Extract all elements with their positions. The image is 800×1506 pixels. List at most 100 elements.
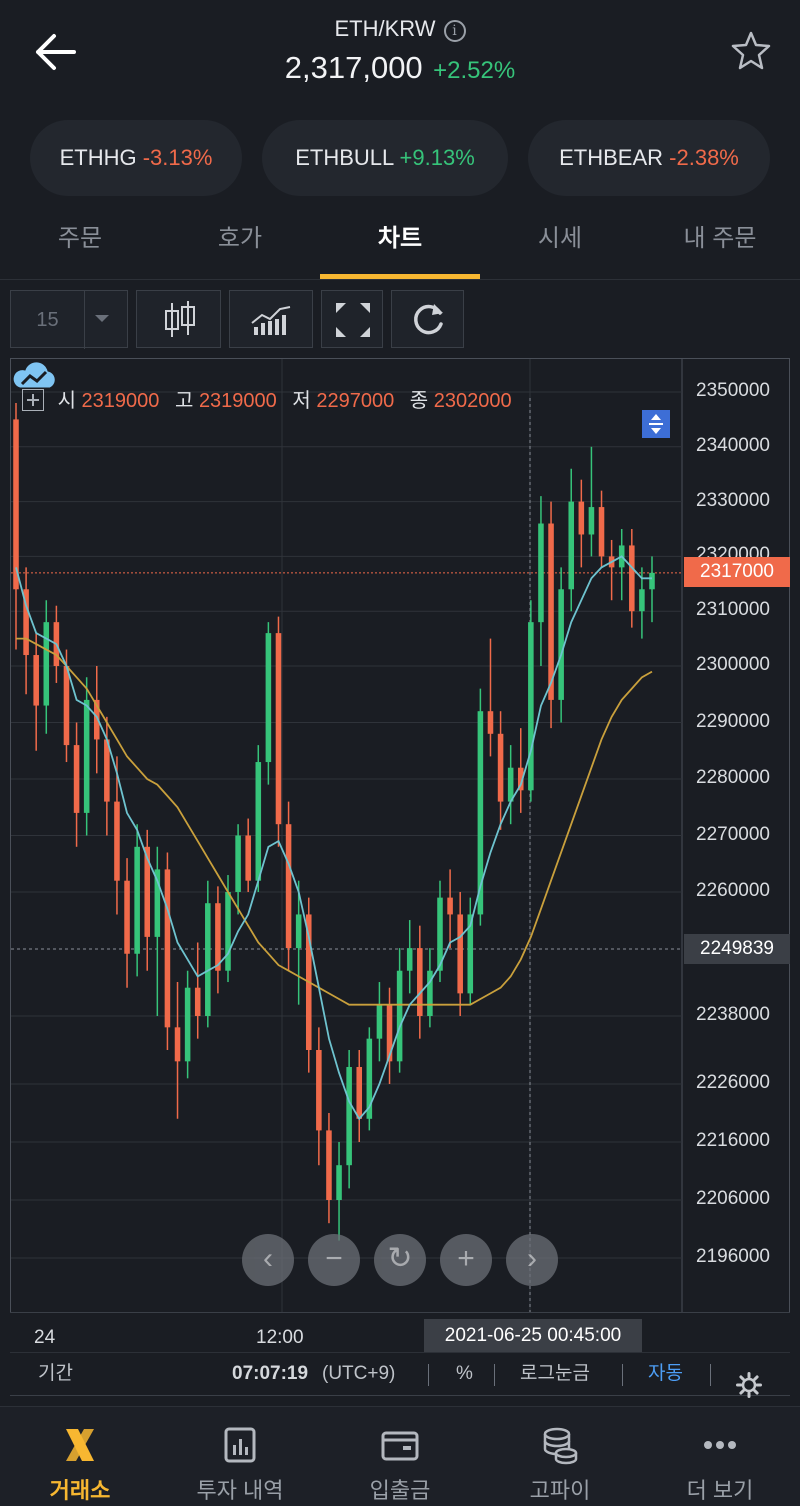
candle-body — [598, 507, 605, 557]
candle-body — [417, 948, 423, 1016]
nav-exchange[interactable]: 거래소 — [0, 1407, 160, 1506]
scroll-left-button[interactable]: ‹ — [242, 1234, 294, 1286]
nav-investment-history[interactable]: 투자 내역 — [160, 1407, 320, 1506]
chip-ethhg[interactable]: ETHHG -3.13% — [30, 120, 242, 196]
candle-body — [497, 733, 504, 802]
current-price-tag: 2317000 — [684, 557, 790, 587]
candle-body — [487, 711, 494, 734]
more-dots-icon — [704, 1441, 736, 1449]
chip-change: +9.13% — [399, 145, 475, 170]
chart-toolbar: 15 — [10, 290, 790, 349]
settings-gear-icon[interactable] — [736, 1363, 762, 1407]
axis-scale-handle[interactable] — [642, 410, 670, 438]
nav-label: 투자 내역 — [196, 1478, 284, 1503]
candle-body — [336, 1165, 342, 1200]
tab-orderbook[interactable]: 호가 — [217, 225, 263, 252]
chip-name: ETHBEAR — [559, 145, 664, 170]
candle-body — [649, 572, 655, 590]
y-tick-label: 2340000 — [696, 434, 770, 456]
high-value: 2319000 — [198, 390, 277, 412]
candle-body — [265, 633, 272, 763]
fullscreen-button[interactable] — [321, 290, 383, 348]
back-arrow-icon[interactable] — [30, 30, 80, 74]
reset-zoom-button[interactable]: ↻ — [374, 1234, 426, 1286]
candle-body — [507, 767, 514, 802]
chevron-down-icon — [95, 315, 109, 322]
candle-body — [43, 622, 50, 706]
percent-toggle[interactable]: % — [456, 1363, 473, 1384]
timezone-button[interactable]: (UTC+9) — [322, 1363, 396, 1384]
expand-arrows-icon — [649, 414, 663, 434]
x-axis: 24 12:00 2021-06-25 00:45:00 — [10, 1312, 790, 1353]
candle-body — [154, 869, 161, 937]
high-label: 고 — [174, 390, 194, 412]
crosshair-price-tag: 2249839 — [684, 934, 790, 964]
y-tick-label: 2290000 — [696, 710, 770, 732]
nav-label: 더 보기 — [686, 1478, 754, 1503]
candle-body — [376, 1004, 383, 1039]
zoom-out-button[interactable]: − — [308, 1234, 360, 1286]
candle-body — [144, 846, 151, 937]
nav-gopax-earn[interactable]: 고파이 — [480, 1407, 640, 1506]
candle-body — [255, 762, 262, 881]
candle-body — [114, 801, 120, 881]
candle-body — [73, 745, 80, 813]
bottom-navigation: 거래소 투자 내역 입출금 고파이 — [0, 1406, 800, 1506]
tab-my-orders[interactable]: 내 주문 — [683, 225, 757, 252]
x-tick: 12:00 — [256, 1327, 304, 1348]
candle-body — [548, 523, 554, 700]
candle-body — [285, 824, 292, 949]
candle-body — [275, 633, 282, 825]
refresh-button[interactable] — [391, 290, 464, 348]
candle-body — [164, 869, 171, 1028]
nav-deposit-withdraw[interactable]: 입출금 — [320, 1407, 480, 1506]
log-scale-toggle[interactable]: 로그눈금 — [520, 1363, 590, 1384]
candle-body — [174, 1027, 181, 1062]
related-tokens: ETHHG -3.13% ETHBULL +9.13% ETHBEAR -2.3… — [30, 120, 775, 196]
candle-body — [457, 914, 463, 994]
nav-label: 고파이 — [529, 1478, 591, 1503]
tab-market[interactable]: 시세 — [537, 225, 583, 252]
indicators-button[interactable] — [229, 290, 313, 348]
chart-canvas[interactable] — [10, 358, 790, 1313]
candle-body — [316, 1050, 322, 1131]
tab-chart[interactable]: 차트 — [377, 225, 423, 252]
period-button[interactable]: 기간 — [38, 1363, 73, 1384]
candle-body — [356, 1067, 363, 1119]
scroll-right-button[interactable]: › — [506, 1234, 558, 1286]
candle-body — [346, 1067, 352, 1166]
y-tick-label: 2260000 — [696, 880, 770, 901]
tab-order[interactable]: 주문 — [57, 225, 103, 252]
candle-body — [578, 501, 585, 535]
zoom-in-button[interactable]: + — [440, 1234, 492, 1286]
cloud-chart-icon[interactable] — [10, 358, 60, 394]
candle-body — [629, 545, 635, 612]
interval-select[interactable]: 15 — [10, 290, 128, 349]
price-chart[interactable]: 시 2319000 고 2319000 저 2297000 종 2302000 … — [10, 358, 790, 1398]
auto-scale-toggle[interactable]: 자동 — [648, 1363, 683, 1384]
open-value: 2319000 — [81, 390, 160, 412]
candle-body — [588, 507, 595, 535]
favorite-star-icon[interactable] — [728, 28, 774, 74]
candle-body — [406, 948, 413, 971]
candle-body — [386, 1004, 393, 1062]
candle-body — [63, 666, 70, 746]
candle-body — [23, 589, 29, 656]
crosshair-toggle-icon[interactable] — [22, 389, 44, 411]
candle-body — [517, 767, 524, 791]
chip-change: -2.38% — [669, 145, 739, 170]
low-value: 2297000 — [316, 390, 395, 412]
pair-title[interactable]: ETH/KRW i — [0, 16, 800, 42]
current-price: 2,317,000 — [284, 50, 423, 85]
chip-ethbull[interactable]: ETHBULL +9.13% — [262, 120, 508, 196]
candle-type-button[interactable] — [136, 290, 221, 348]
info-icon[interactable]: i — [443, 20, 466, 42]
nav-more[interactable]: 더 보기 — [640, 1407, 800, 1506]
candle-body — [427, 970, 433, 1016]
candle-body — [538, 523, 544, 623]
divider — [710, 1364, 711, 1386]
candle-body — [366, 1038, 373, 1119]
divider — [494, 1364, 495, 1386]
x-tick: 24 — [34, 1327, 56, 1348]
chip-ethbear[interactable]: ETHBEAR -2.38% — [528, 120, 770, 196]
